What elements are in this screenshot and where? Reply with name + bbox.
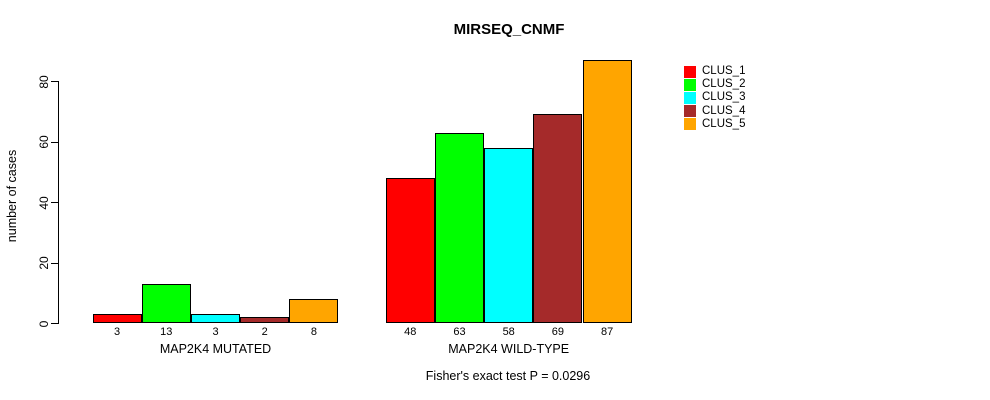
y-axis-title: number of cases xyxy=(5,149,19,243)
bar-clus_3-group1 xyxy=(190,314,241,323)
y-tick-mark xyxy=(51,141,58,143)
legend-swatch-icon xyxy=(684,118,696,131)
legend-item-clus_1: CLUS_1 xyxy=(684,65,745,78)
legend: CLUS_1 CLUS_2 CLUS_3 CLUS_4 CLUS_5 xyxy=(684,65,745,131)
y-tick-label: 80 xyxy=(37,75,51,89)
annotation-text: Fisher's exact test P = 0.0296 xyxy=(425,369,591,383)
bar-value-label: 63 xyxy=(453,326,466,338)
bar-clus_2-group2 xyxy=(434,133,485,323)
y-axis-line xyxy=(58,81,59,324)
legend-swatch-icon xyxy=(684,91,696,104)
bar-value-label: 8 xyxy=(310,326,317,338)
group-label: MAP2K4 MUTATED xyxy=(159,342,272,356)
bar-clus_2-group1 xyxy=(141,284,191,323)
bar-value-label: 3 xyxy=(212,326,219,338)
bar-clus_1-group1 xyxy=(92,314,142,323)
legend-label: CLUS_2 xyxy=(702,78,746,91)
bar-value-label: 87 xyxy=(600,326,614,338)
y-tick-mark xyxy=(51,323,58,324)
legend-swatch-icon xyxy=(684,65,696,78)
bar-clus_4-group2 xyxy=(533,114,583,323)
legend-item-clus_2: CLUS_2 xyxy=(684,78,745,91)
bar-clus_3-group2 xyxy=(484,148,534,323)
legend-item-clus_4: CLUS_4 xyxy=(684,105,745,118)
y-tick-mark xyxy=(51,262,58,264)
bar-value-label: 2 xyxy=(261,326,268,338)
legend-label: CLUS_4 xyxy=(702,104,746,117)
bar-value-label: 13 xyxy=(160,326,173,338)
bar-value-label: 58 xyxy=(502,326,515,338)
legend-item-clus_3: CLUS_3 xyxy=(684,91,745,104)
y-tick-label: 40 xyxy=(37,195,51,210)
bar-clus_1-group2 xyxy=(385,178,435,323)
bar-clus_4-group1 xyxy=(240,317,290,323)
y-tick-mark xyxy=(51,202,58,204)
y-tick-mark xyxy=(51,81,58,83)
legend-swatch-icon xyxy=(684,105,696,118)
legend-label: CLUS_5 xyxy=(702,117,746,130)
bar-value-label: 69 xyxy=(551,326,565,338)
legend-label: CLUS_3 xyxy=(702,91,746,104)
y-tick-label: 0 xyxy=(37,320,51,327)
group-label: MAP2K4 WILD-TYPE xyxy=(448,342,570,356)
legend-label: CLUS_1 xyxy=(702,65,746,77)
bar-value-label: 3 xyxy=(114,326,121,338)
bar-clus_5-group2 xyxy=(582,60,632,323)
legend-swatch-icon xyxy=(684,78,696,91)
legend-item-clus_5: CLUS_5 xyxy=(684,118,745,131)
chart-title: MIRSEQ_CNMF xyxy=(453,21,565,38)
bar-clus_5-group1 xyxy=(289,299,339,323)
y-tick-label: 20 xyxy=(37,256,51,270)
bar-value-label: 48 xyxy=(404,326,417,338)
y-tick-label: 60 xyxy=(37,135,51,149)
